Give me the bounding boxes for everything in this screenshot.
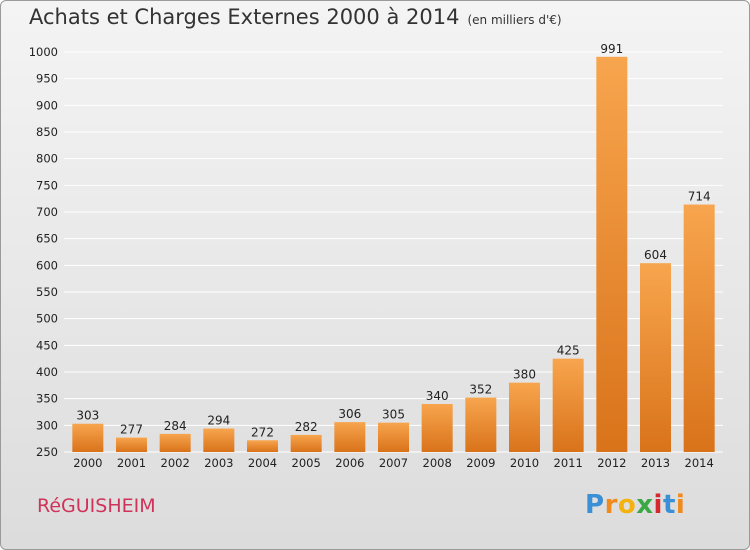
bar-value-label: 425 xyxy=(557,344,580,358)
chart-title: Achats et Charges Externes 2000 à 2014 (e… xyxy=(29,5,562,29)
bar xyxy=(334,422,366,452)
bar-value-label: 352 xyxy=(469,383,492,397)
x-tick-label: 2008 xyxy=(423,456,452,470)
x-tick-label: 2001 xyxy=(117,456,146,470)
logo-letter: P xyxy=(585,490,605,520)
bar xyxy=(159,433,191,452)
x-tick-label: 2000 xyxy=(73,456,102,470)
y-tick-label: 400 xyxy=(36,365,58,379)
logo-letter: o xyxy=(617,490,637,520)
bar xyxy=(247,440,278,452)
proxiti-logo: Proxiti xyxy=(585,490,685,520)
bar xyxy=(421,404,453,452)
x-tick-label: 2007 xyxy=(379,456,408,470)
bar-value-label: 294 xyxy=(207,414,230,428)
x-tick-label: 2002 xyxy=(161,456,190,470)
bar xyxy=(378,422,409,452)
x-tick-label: 2012 xyxy=(597,456,626,470)
y-tick-label: 450 xyxy=(36,338,58,352)
logo-letter: r xyxy=(604,490,618,520)
y-tick-label: 850 xyxy=(36,125,58,139)
bar xyxy=(290,434,322,452)
y-tick-label: 550 xyxy=(36,285,58,299)
bar-value-label: 305 xyxy=(382,408,405,422)
bar-value-label: 714 xyxy=(688,190,711,204)
x-tick-label: 2009 xyxy=(466,456,495,470)
y-tick-label: 300 xyxy=(36,418,58,432)
bar xyxy=(203,428,235,452)
bar xyxy=(465,397,497,452)
y-tick-label: 900 xyxy=(36,98,58,112)
x-tick-label: 2004 xyxy=(248,456,277,470)
x-tick-label: 2010 xyxy=(510,456,539,470)
bar-value-label: 303 xyxy=(76,409,99,423)
bars: 303 277 284 294 272 282 306 305 340 352 380 425 991 6… xyxy=(72,42,715,453)
y-axis-ticks: 250 300 350 400 450 500 550 600 650 700 750 800 850 9… xyxy=(29,45,58,459)
bar xyxy=(596,56,628,453)
title-text: Achats et Charges Externes 2000 à 2014 xyxy=(29,5,460,29)
bar-value-label: 604 xyxy=(644,248,667,262)
chart-subtitle: (en milliers d'€) xyxy=(467,13,562,27)
bar-value-label: 282 xyxy=(295,420,318,434)
y-tick-label: 750 xyxy=(36,178,58,192)
bar xyxy=(509,382,540,452)
y-tick-label: 500 xyxy=(36,312,58,326)
bar-value-label: 277 xyxy=(120,423,143,437)
x-tick-label: 2003 xyxy=(204,456,233,470)
y-tick-label: 650 xyxy=(36,232,58,246)
y-tick-label: 250 xyxy=(36,445,58,459)
bar-value-label: 380 xyxy=(513,368,536,382)
bar xyxy=(683,204,715,452)
bar xyxy=(552,358,584,452)
y-tick-label: 600 xyxy=(36,258,58,272)
logo-letter: i xyxy=(653,490,663,520)
x-tick-label: 2011 xyxy=(554,456,583,470)
y-tick-label: 350 xyxy=(36,392,58,406)
logo-letter: i xyxy=(675,490,686,520)
x-tick-label: 2014 xyxy=(685,456,714,470)
bar-value-label: 306 xyxy=(338,407,361,421)
y-tick-label: 700 xyxy=(36,205,58,219)
x-tick-label: 2006 xyxy=(335,456,364,470)
logo-letter: t xyxy=(662,490,676,520)
x-tick-label: 2013 xyxy=(641,456,670,470)
city-name: RéGUISHEIM xyxy=(37,495,156,517)
bar-value-label: 284 xyxy=(164,419,187,433)
bar xyxy=(72,423,104,452)
logo-letter: x xyxy=(636,490,654,520)
bar-value-label: 991 xyxy=(600,42,623,56)
x-tick-label: 2005 xyxy=(292,456,321,470)
y-tick-label: 950 xyxy=(36,72,58,86)
y-tick-label: 1000 xyxy=(29,45,58,59)
y-tick-label: 800 xyxy=(36,152,58,166)
bar xyxy=(116,437,147,452)
bar-value-label: 340 xyxy=(426,389,449,403)
x-axis-ticks: 2000 2001 2002 2003 2004 2005 2006 2007 2008 2009… xyxy=(73,456,714,470)
bar-value-label: 272 xyxy=(251,425,274,439)
bar xyxy=(640,263,671,452)
